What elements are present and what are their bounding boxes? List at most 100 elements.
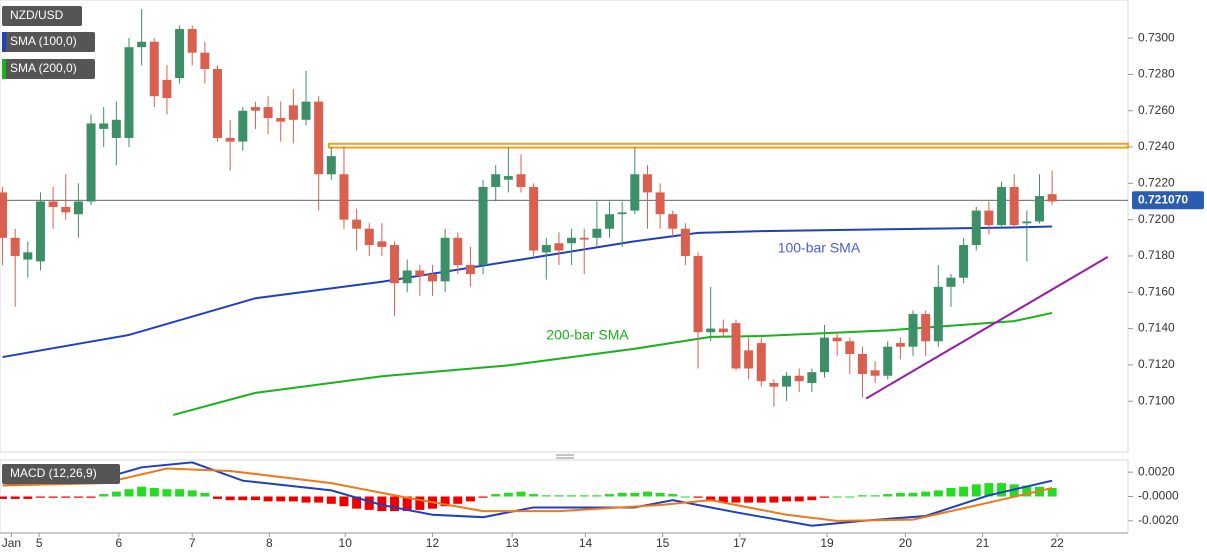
x-tick-label: 21 (976, 536, 990, 550)
legend-box (2, 464, 120, 484)
legend-label: MACD (12,26,9) (10, 466, 97, 480)
candle-body (276, 117, 286, 122)
candle-body (642, 174, 652, 193)
candle-body (149, 41, 159, 97)
y-tick-label: 0.7260 (1138, 103, 1175, 117)
histogram-bar (491, 494, 501, 497)
y-tick-label: 0.0020 (1138, 464, 1175, 478)
candle-body (857, 353, 867, 374)
histogram-bar (73, 496, 83, 498)
x-tick-label: 19 (820, 536, 834, 550)
candle-body (213, 68, 223, 138)
candle-body (832, 337, 842, 342)
histogram-bar (503, 492, 513, 497)
candle-body (415, 270, 425, 276)
histogram-bar (111, 491, 121, 497)
candle-body (200, 52, 210, 69)
y-tick-label: -0.0020 (1138, 513, 1179, 527)
histogram-bar (339, 496, 349, 507)
histogram-bar (61, 496, 71, 498)
x-tick-label: Jan (2, 536, 21, 550)
histogram-bar (187, 490, 197, 497)
candle-body (946, 277, 956, 287)
sma-line (172, 311, 1053, 416)
candle-body (744, 350, 754, 369)
candle-body (263, 107, 273, 118)
histogram-bar (706, 496, 716, 502)
candle-body (491, 174, 501, 187)
histogram-bar (680, 496, 690, 498)
candle-body (820, 337, 830, 373)
candle-body (782, 375, 792, 387)
y-tick-label: 0.7160 (1138, 284, 1175, 298)
histogram-bar (668, 494, 678, 497)
histogram-bar (1022, 485, 1032, 497)
histogram-bar (769, 496, 779, 503)
histogram-bar (225, 496, 235, 501)
histogram-bar (377, 496, 387, 512)
histogram-bar (642, 491, 652, 497)
histogram-bar (238, 496, 248, 501)
last-price-label: 0.721070 (1138, 192, 1188, 206)
candle-body (162, 79, 172, 99)
legend-label: NZD/USD (10, 8, 64, 22)
legend-box (2, 32, 95, 52)
histogram-bar (364, 496, 374, 510)
candle-body (870, 370, 880, 376)
support-line (865, 255, 1109, 400)
histogram-bar (175, 489, 185, 497)
y-tick-label: -0.0000 (1138, 489, 1179, 503)
histogram-bar (276, 496, 286, 502)
candle-body (630, 174, 640, 211)
histogram-bar (478, 496, 488, 498)
x-tick-label: 17 (733, 536, 747, 550)
histogram-bar (883, 494, 893, 497)
candle-body (984, 210, 994, 226)
candle-body (339, 174, 349, 220)
candle-body (567, 237, 577, 244)
candle-body (718, 328, 728, 333)
candle-body (23, 252, 33, 260)
candle-body (238, 110, 248, 142)
legend-box (2, 6, 82, 26)
histogram-bar (820, 496, 830, 498)
candle-body (453, 237, 463, 266)
histogram-bar (959, 486, 969, 497)
candle-body (769, 383, 779, 387)
x-tick-label: 20 (899, 536, 913, 550)
x-tick-label: 7 (189, 536, 196, 550)
histogram-bar (756, 496, 766, 503)
histogram-bar (162, 489, 172, 497)
histogram-bar (997, 483, 1007, 497)
histogram-bar (250, 496, 260, 501)
candle-body (541, 245, 551, 253)
histogram-bar (933, 490, 943, 497)
candle-body (111, 119, 121, 138)
legend-swatch (2, 32, 6, 52)
histogram-bar (200, 492, 210, 497)
histogram-bar (213, 496, 223, 499)
candle-body (288, 105, 298, 120)
candle-body (680, 228, 690, 256)
histogram-bar (605, 494, 615, 497)
y-tick-label: 0.7100 (1138, 393, 1175, 407)
histogram-bar (86, 496, 96, 498)
histogram-bar (567, 495, 577, 497)
histogram-bar (832, 496, 842, 498)
histogram-bar (794, 496, 804, 502)
legend-label: SMA (100,0) (10, 34, 77, 48)
x-tick-label: 5 (36, 536, 43, 550)
histogram-bar (870, 495, 880, 497)
histogram-bar (718, 496, 728, 503)
y-tick-label: 0.7180 (1138, 248, 1175, 262)
histogram-bar (124, 489, 134, 497)
histogram-bar (655, 492, 665, 497)
candle-body (427, 274, 437, 282)
histogram-bar (326, 496, 336, 504)
histogram-bar (782, 496, 792, 502)
histogram-bar (807, 496, 817, 501)
candle-body (465, 265, 475, 275)
candle-body (1047, 194, 1057, 202)
y-tick-label: 0.7240 (1138, 139, 1175, 153)
